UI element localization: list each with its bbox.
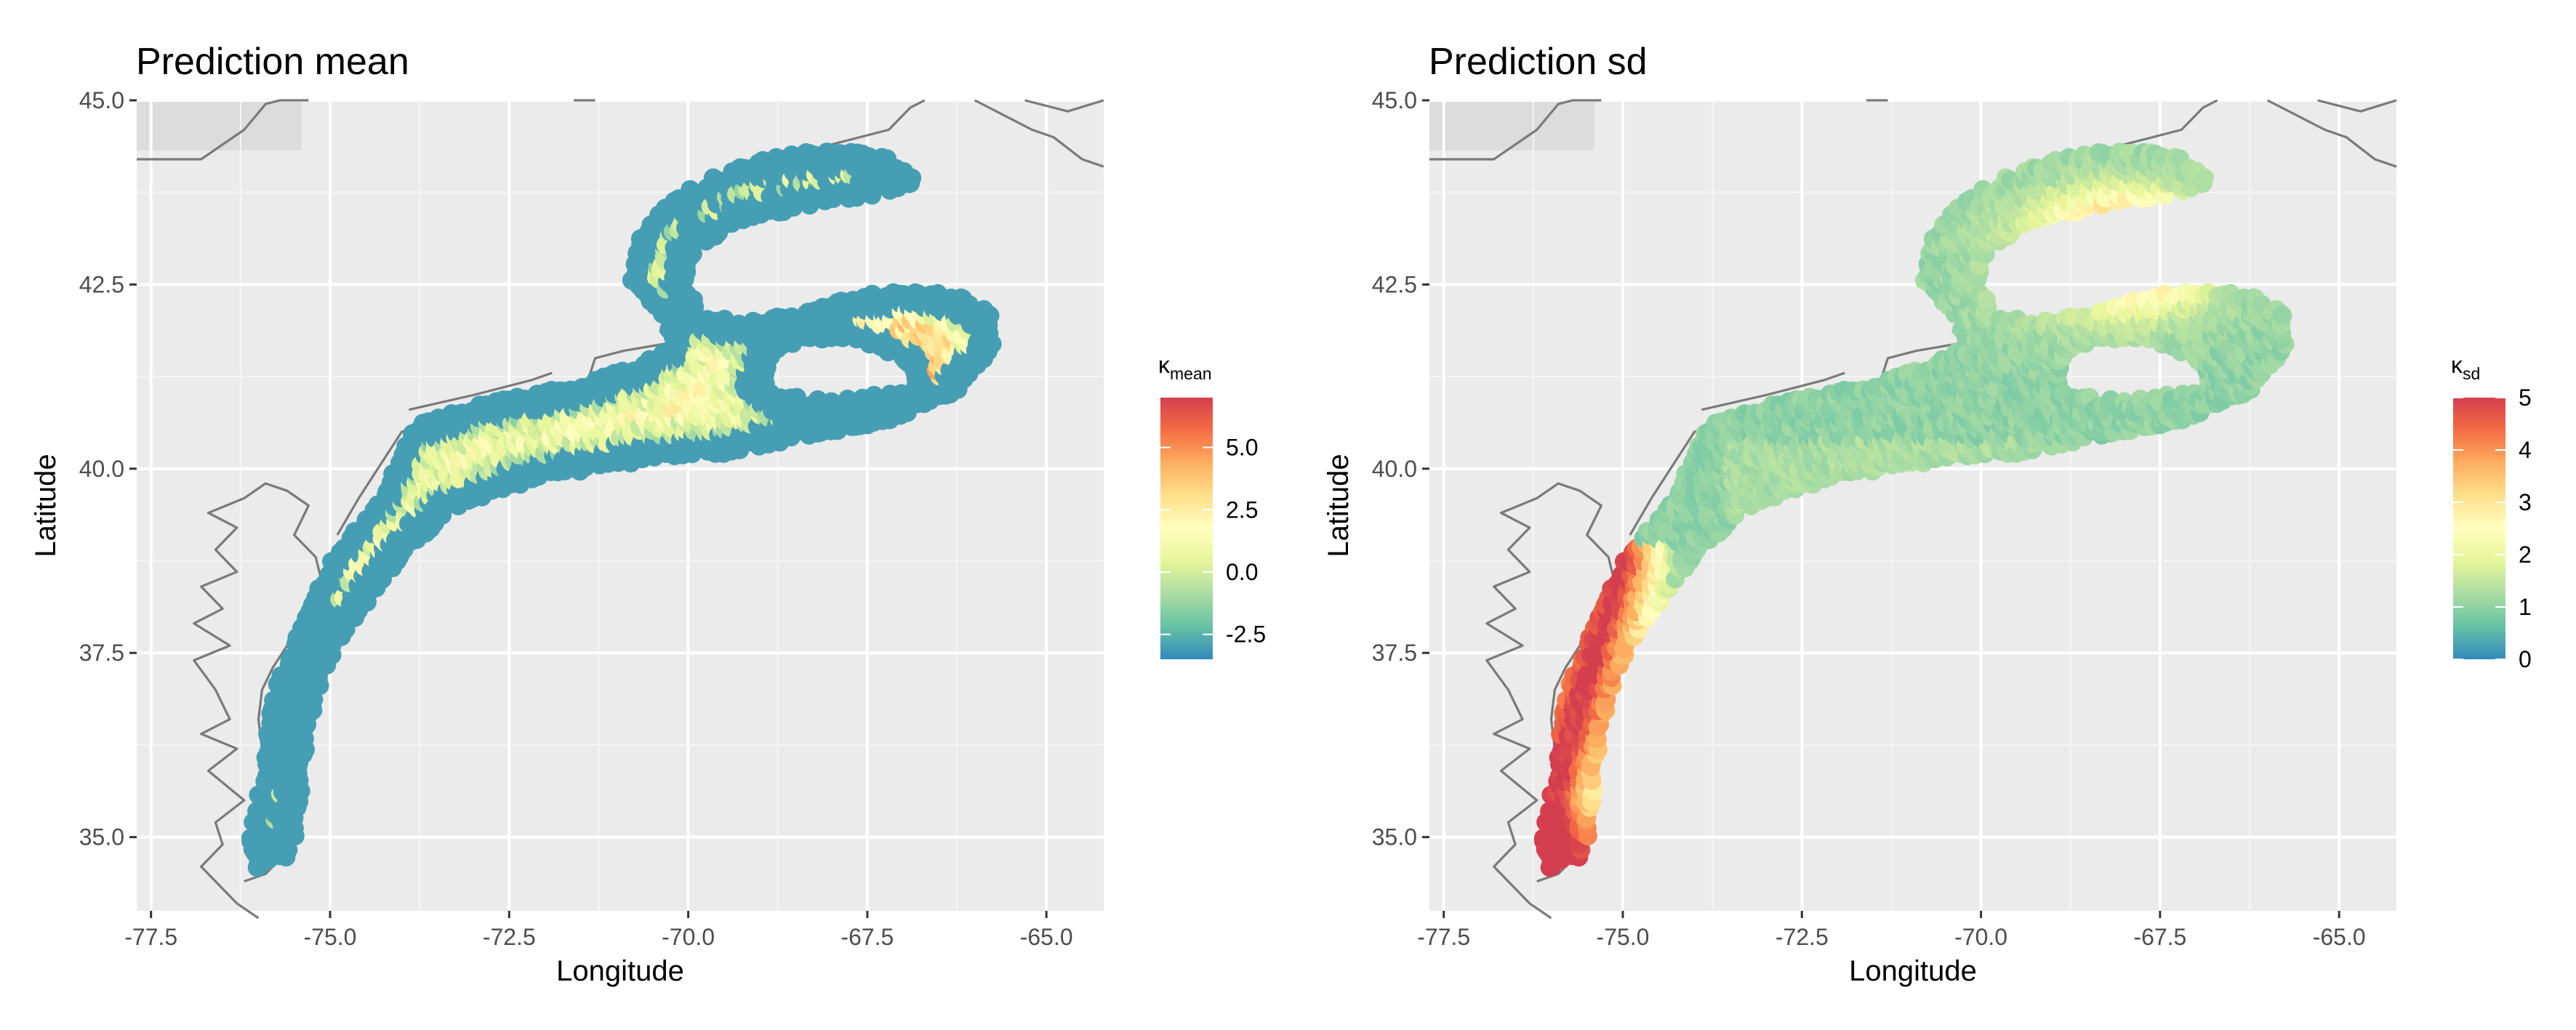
x-tick-label: -70.0 xyxy=(662,924,715,950)
colorbar-label: -2.5 xyxy=(1226,621,1266,648)
x-axis-title: Longitude xyxy=(556,955,684,987)
x-tick-label: -75.0 xyxy=(1597,924,1650,950)
legend-sd: κsd 0 1 2 3 4 5 xyxy=(2451,352,2532,672)
coastline xyxy=(409,371,553,411)
legend-title-subscript: mean xyxy=(1170,364,1212,383)
y-axis-title: Latitude xyxy=(30,454,62,557)
data-point xyxy=(979,305,998,324)
x-tick-label: -67.5 xyxy=(2133,924,2186,950)
coastline xyxy=(137,99,309,161)
x-tick-label: -72.5 xyxy=(483,924,536,950)
data-points xyxy=(1533,142,2295,877)
x-tick-label: -72.5 xyxy=(1775,924,1829,950)
y-tick-label: 37.5 xyxy=(1372,640,1417,666)
colorbar xyxy=(1160,398,1213,659)
legend-title: κmean xyxy=(1158,352,1212,383)
colorbar-label: 5.0 xyxy=(1226,435,1258,461)
x-tick-label: -75.0 xyxy=(304,924,357,950)
y-tick-label: 35.0 xyxy=(79,824,124,850)
y-tick-label: 40.0 xyxy=(1372,456,1417,482)
y-tick-label: 45.0 xyxy=(79,87,124,113)
legend-title: κsd xyxy=(2451,352,2480,383)
legend-title-subscript: sd xyxy=(2463,364,2480,383)
legend-title-symbol: κ xyxy=(2451,352,2463,378)
colorbar-label: 4 xyxy=(2519,437,2532,463)
x-tick-label: -67.5 xyxy=(840,924,894,950)
legend-mean: κmean -2.5 0.0 2.5 5.0 xyxy=(1158,352,1266,659)
x-tick-label: -77.5 xyxy=(1417,924,1470,950)
data-point xyxy=(2272,305,2291,324)
colorbar-label: 1 xyxy=(2519,594,2532,620)
x-tick-label: -77.5 xyxy=(124,924,177,950)
data-point xyxy=(2195,168,2215,188)
coastline xyxy=(2266,99,2397,168)
data-point xyxy=(1976,290,1996,310)
x-tick-label: -65.0 xyxy=(1020,924,1073,950)
data-point xyxy=(683,290,703,310)
colorbar-label: 3 xyxy=(2519,489,2532,515)
coastline xyxy=(1485,482,1617,920)
data-point xyxy=(902,168,922,188)
land-shade xyxy=(137,100,302,150)
y-axis-title: Latitude xyxy=(1323,454,1355,557)
coastline xyxy=(1429,99,1602,161)
colorbar-label: 0 xyxy=(2519,646,2532,672)
colorbar-label: 2 xyxy=(2519,542,2532,568)
y-tick-label: 40.0 xyxy=(79,456,124,482)
y-tick-label: 45.0 xyxy=(1372,87,1417,113)
x-axis-title: Longitude xyxy=(1849,955,1977,987)
data-points xyxy=(241,142,1002,877)
y-tick-label: 42.5 xyxy=(79,271,124,297)
colorbar-label: 0.0 xyxy=(1226,559,1258,585)
panel-sd: Prediction sd -77.5 -75.0 -72.5 -70.0 -67.5 -6… xyxy=(1323,41,2532,987)
panel-title: Prediction sd xyxy=(1429,41,1648,83)
coastline xyxy=(1701,371,1845,411)
colorbar xyxy=(2453,398,2505,659)
panel-title: Prediction mean xyxy=(136,41,409,83)
x-tick-label: -70.0 xyxy=(1954,924,2007,950)
coastline xyxy=(1024,99,1104,113)
colorbar-label: 2.5 xyxy=(1226,496,1258,523)
y-tick-label: 42.5 xyxy=(1372,271,1417,297)
panel-mean: Prediction mean -77.5 -75.0 -72.5 -70.0 -67.5… xyxy=(30,41,1266,987)
y-tick-label: 35.0 xyxy=(1372,824,1417,850)
coastline xyxy=(193,482,324,920)
coastline xyxy=(974,99,1104,168)
land-shade xyxy=(1429,100,1594,150)
y-tick-label: 37.5 xyxy=(79,640,124,666)
legend-title-symbol: κ xyxy=(1158,352,1171,378)
colorbar-label: 5 xyxy=(2519,385,2532,411)
x-tick-label: -65.0 xyxy=(2313,924,2366,950)
coastline xyxy=(2317,99,2397,113)
